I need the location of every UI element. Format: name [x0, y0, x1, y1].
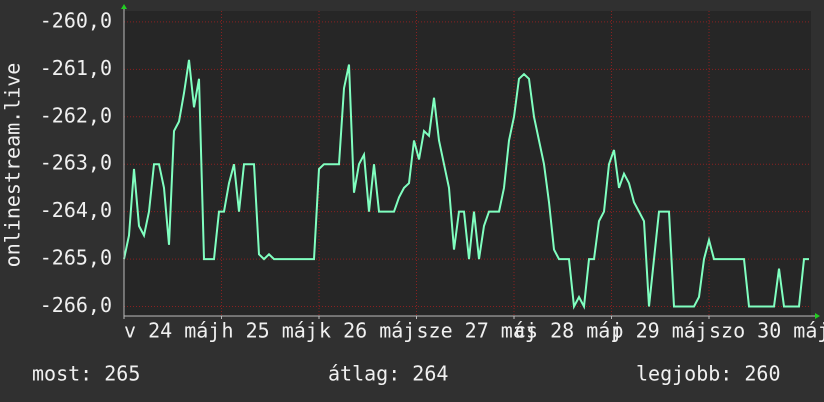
plot-area [124, 11, 811, 316]
y-axis-title: onlinestream.live [1, 63, 25, 268]
y-tick-label: -262,0 [40, 103, 112, 127]
x-tick-label: h 25 máj [222, 319, 318, 343]
x-tick-label: cs 28 máj [514, 319, 622, 343]
y-tick-label: -264,0 [40, 198, 112, 222]
x-tick-label: sze 27 máj [417, 319, 537, 343]
y-tick-label: -260,0 [40, 8, 112, 32]
y-tick-label: -261,0 [40, 56, 112, 80]
footer-best: legjobb: 260 [636, 362, 781, 386]
y-tick-label: -266,0 [40, 293, 112, 317]
x-tick-label: k 26 máj [319, 319, 415, 343]
x-tick-label: p 29 máj [612, 319, 708, 343]
footer-current: most: 265 [32, 362, 140, 386]
footer-average: átlag: 264 [328, 362, 448, 386]
data-line [123, 59, 809, 310]
y-tick-label: -263,0 [40, 151, 112, 175]
y-tick-label: -265,0 [40, 246, 112, 270]
x-tick-label: szo 30 máj [709, 319, 824, 343]
x-tick-label: v 24 máj [124, 319, 220, 343]
y-axis-arrow [121, 4, 127, 9]
x-axis-arrow [815, 313, 820, 319]
